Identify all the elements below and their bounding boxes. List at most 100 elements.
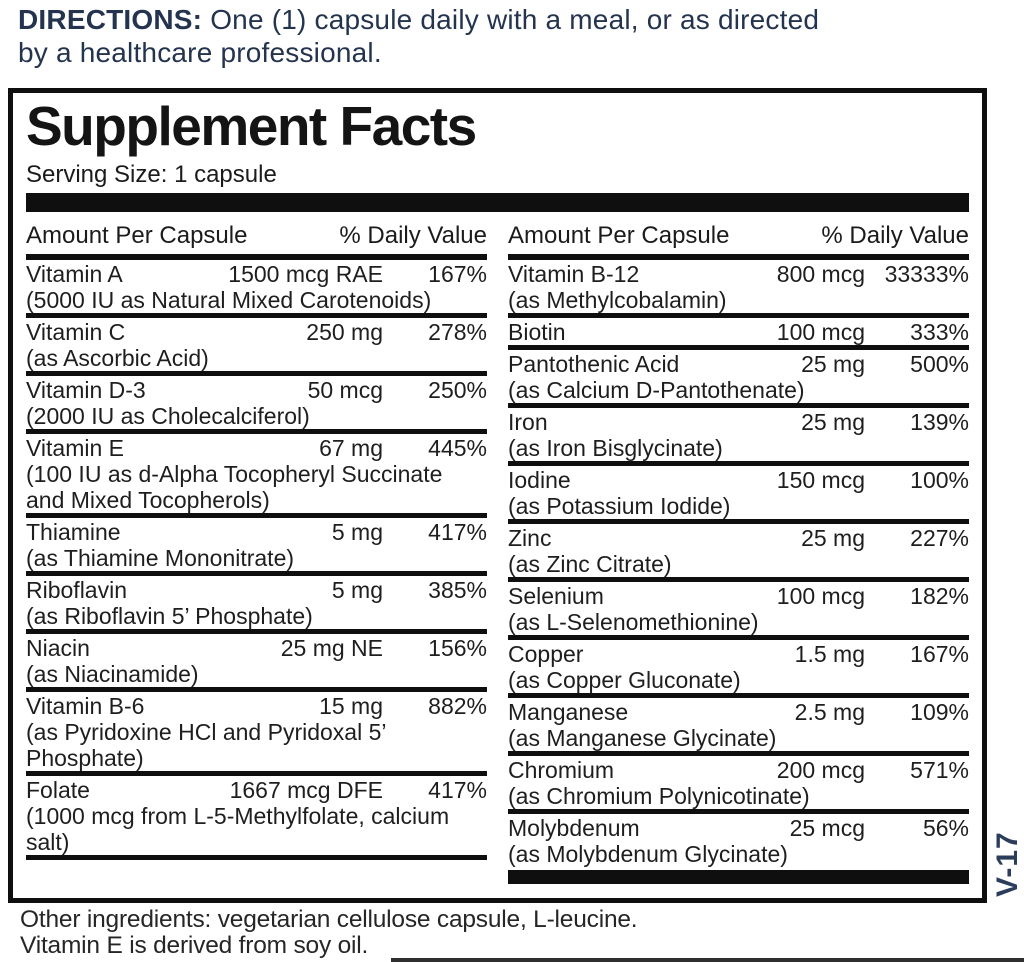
nutrient-row: Vitamin A 1500 mcg RAE 167% (5000 IU as Nat… — [26, 260, 487, 318]
nutrient-daily-value: 227% — [910, 525, 969, 551]
nutrient-amount: 15 mg — [319, 693, 383, 719]
nutrient-source-note: (as Pyridoxine HCl and Pyridoxal 5’ Phos… — [26, 719, 386, 771]
nutrient-source-note: (2000 IU as Cholecalciferol) — [26, 403, 310, 429]
nutrient-row-main: Vitamin B-6 15 mg 882% — [26, 693, 487, 719]
nutrient-source-note: (as Calcium D-Pantothenate) — [508, 377, 805, 403]
nutrient-daily-value: 109% — [910, 699, 969, 725]
daily-value-header-label: % Daily Value — [821, 222, 969, 249]
nutrient-source-note: (as Methylcobalamin) — [508, 287, 727, 313]
daily-value-header-label: % Daily Value — [339, 222, 487, 249]
directions-text: DIRECTIONS: One (1) capsule daily with a… — [18, 3, 998, 69]
nutrient-amount: 1.5 mg — [794, 641, 865, 667]
nutrient-amount: 25 mcg — [789, 815, 865, 841]
nutrient-source-note: (as Molybdenum Glycinate) — [508, 841, 788, 867]
nutrient-row: Vitamin E 67 mg 445% (100 IU as d-Alpha Toc… — [26, 434, 487, 518]
nutrient-amount: 25 mg — [801, 409, 865, 435]
nutrient-row-main: Copper 1.5 mg 167% — [508, 641, 969, 667]
nutrient-column-right: Amount Per Capsule % Daily Value Vitamin… — [508, 220, 969, 884]
nutrient-columns: Amount Per Capsule % Daily Value Vitamin… — [26, 220, 969, 884]
nutrient-row: Vitamin C 250 mg 278% (as Ascorbic Acid) — [26, 318, 487, 376]
nutrient-amount: 250 mg — [306, 319, 383, 345]
nutrient-row-main: Molybdenum 25 mcg 56% — [508, 815, 969, 841]
nutrient-row-main: Iron 25 mg 139% — [508, 409, 969, 435]
nutrient-column-left: Amount Per Capsule % Daily Value Vitamin… — [26, 220, 487, 884]
nutrient-daily-value: 250% — [428, 377, 487, 403]
nutrient-amount: 100 mcg — [776, 319, 865, 345]
header-divider-bar — [26, 193, 969, 212]
nutrient-amount: 25 mg — [801, 525, 865, 551]
nutrient-daily-value: 167% — [428, 261, 487, 287]
other-ingredients-line2: Vitamin E is derived from soy oil. — [20, 932, 369, 959]
cropped-box-edge — [391, 958, 1024, 962]
nutrient-name: Folate — [26, 777, 90, 803]
nutrient-daily-value: 417% — [428, 777, 487, 803]
nutrient-daily-value: 882% — [428, 693, 487, 719]
nutrient-row: Molybdenum 25 mcg 56% (as Molybdenum Glycin… — [508, 814, 969, 867]
nutrient-daily-value: 56% — [922, 815, 969, 841]
nutrient-row: Riboflavin 5 mg 385% (as Riboflavin 5’ Phos… — [26, 576, 487, 634]
nutrient-row: Chromium 200 mcg 571% (as Chromium Polynico… — [508, 756, 969, 814]
nutrient-daily-value: 167% — [910, 641, 969, 667]
nutrient-amount: 25 mg — [801, 351, 865, 377]
nutrient-row-main: Chromium 200 mcg 571% — [508, 757, 969, 783]
nutrient-row: Manganese 2.5 mg 109% (as Manganese Glycina… — [508, 698, 969, 756]
nutrient-source-note: (5000 IU as Natural Mixed Carotenoids) — [26, 287, 432, 313]
nutrient-source-note: (as Manganese Glycinate) — [508, 725, 777, 751]
nutrient-amount: 800 mcg — [776, 261, 865, 287]
nutrient-row-main: Vitamin E 67 mg 445% — [26, 435, 487, 461]
nutrient-amount: 5 mg — [331, 519, 383, 545]
nutrient-name: Zinc — [508, 525, 552, 551]
nutrient-row: Iodine 150 mcg 100% (as Potassium Iodide) — [508, 466, 969, 524]
nutrient-row: Pantothenic Acid 25 mg 500% (as Calcium D-P… — [508, 350, 969, 408]
nutrient-row-main: Vitamin B-12 800 mcg 33333% — [508, 261, 969, 287]
nutrient-row-main: Vitamin A 1500 mcg RAE 167% — [26, 261, 487, 287]
nutrient-source-note: (as Thiamine Mononitrate) — [26, 545, 295, 571]
nutrient-daily-value: 500% — [910, 351, 969, 377]
nutrient-name: Vitamin A — [26, 261, 123, 287]
nutrient-name: Selenium — [508, 583, 604, 609]
nutrient-row-main: Niacin 25 mg NE 156% — [26, 635, 487, 661]
nutrient-source-note: (as Zinc Citrate) — [508, 551, 672, 577]
nutrient-daily-value: 182% — [910, 583, 969, 609]
other-ingredients-line1: Other ingredients: vegetarian cellulose … — [20, 906, 638, 933]
nutrient-source-note: (1000 mcg from L-5-Methylfolate, calcium… — [26, 803, 450, 855]
directions-label: DIRECTIONS: — [18, 4, 203, 35]
other-ingredients: Other ingredients: vegetarian cellulose … — [20, 906, 638, 959]
nutrient-row-main: Biotin 100 mcg 333% — [508, 319, 969, 345]
nutrient-rows-left: Vitamin A 1500 mcg RAE 167% (5000 IU as Nat… — [26, 260, 487, 860]
directions-line1: One (1) capsule daily with a meal, or as… — [210, 4, 820, 35]
nutrient-amount: 5 mg — [331, 577, 383, 603]
nutrient-name: Vitamin D-3 — [26, 377, 146, 403]
nutrient-daily-value: 445% — [428, 435, 487, 461]
nutrient-row-main: Manganese 2.5 mg 109% — [508, 699, 969, 725]
nutrient-row-main: Pantothenic Acid 25 mg 500% — [508, 351, 969, 377]
nutrient-name: Vitamin B-6 — [26, 693, 145, 719]
side-code-label: V-17 — [991, 831, 1024, 897]
nutrient-amount: 50 mcg — [307, 377, 383, 403]
nutrient-name: Biotin — [508, 319, 566, 345]
nutrient-row: Selenium 100 mcg 182% (as L-Selenomethionin… — [508, 582, 969, 640]
nutrient-source-note: (as Potassium Iodide) — [508, 493, 731, 519]
nutrient-row: Zinc 25 mg 227% (as Zinc Citrate) — [508, 524, 969, 582]
nutrient-name: Chromium — [508, 757, 615, 783]
nutrient-row: Vitamin B-6 15 mg 882% (as Pyridoxine HCl a… — [26, 692, 487, 776]
panel-title: Supplement Facts — [26, 95, 477, 157]
nutrient-amount: 67 mg — [319, 435, 383, 461]
nutrient-row-main: Iodine 150 mcg 100% — [508, 467, 969, 493]
nutrient-source-note: (as Ascorbic Acid) — [26, 345, 209, 371]
nutrient-daily-value: 385% — [428, 577, 487, 603]
nutrient-row-main: Vitamin D-3 50 mcg 250% — [26, 377, 487, 403]
nutrient-name: Manganese — [508, 699, 629, 725]
nutrient-amount: 2.5 mg — [794, 699, 865, 725]
nutrient-name: Molybdenum — [508, 815, 640, 841]
nutrient-daily-value: 33333% — [884, 261, 969, 287]
nutrient-source-note: (as Chromium Polynicotinate) — [508, 783, 810, 809]
nutrient-source-note: (as Riboflavin 5’ Phosphate) — [26, 603, 313, 629]
nutrient-row: Iron 25 mg 139% (as Iron Bisglycinate) — [508, 408, 969, 466]
nutrient-row-main: Riboflavin 5 mg 385% — [26, 577, 487, 603]
nutrient-row-main: Vitamin C 250 mg 278% — [26, 319, 487, 345]
nutrient-source-note: (as Iron Bisglycinate) — [508, 435, 723, 461]
nutrient-amount: 200 mcg — [776, 757, 865, 783]
column-header-left: Amount Per Capsule % Daily Value — [26, 220, 487, 260]
supplement-facts-panel: Supplement Facts Serving Size: 1 capsule… — [8, 88, 987, 903]
